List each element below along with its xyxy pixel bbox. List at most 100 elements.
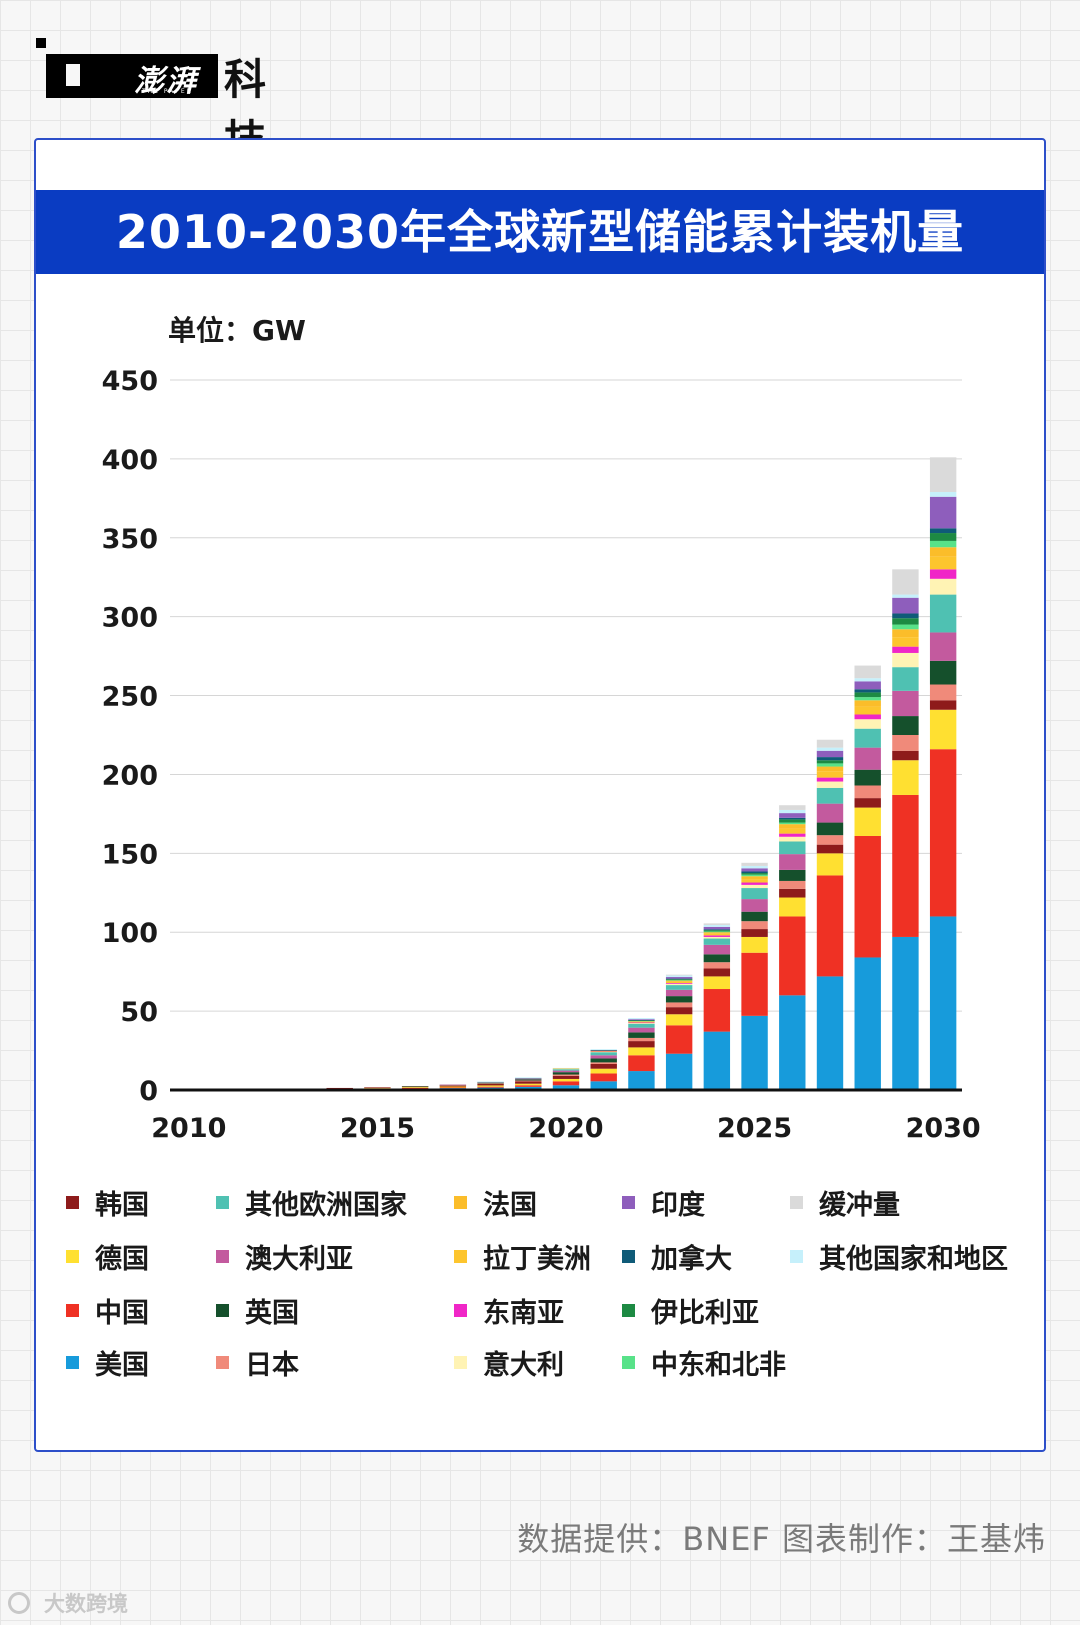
bar-segment [854,785,881,799]
bar-segment [477,1082,504,1083]
bar-segment [515,1077,542,1079]
bar-segment [929,492,957,497]
bar-segment [477,1086,504,1088]
bar-segment [854,700,881,707]
bar-segment [703,954,731,963]
bar-segment [892,716,919,735]
watermark-icon [8,1592,30,1614]
bar-segment [741,899,768,912]
bar-segment [665,1025,693,1054]
bar-segment [816,763,844,767]
bar-segment [590,1055,617,1059]
bar-segment [628,1018,655,1020]
bar-segment [741,879,768,883]
bar-segment [741,936,768,953]
legend-item: 其他欧洲国家 [216,1186,407,1221]
bar-segment [401,1087,429,1089]
bar-segment [703,989,731,1032]
bar-segment [854,719,881,729]
bar-segment [628,1020,655,1021]
bar-segment [929,540,957,548]
bar-segment [552,1074,580,1076]
bar-segment [854,665,881,679]
bar-segment [401,1086,429,1087]
bar-segment [779,880,806,889]
bar-segment [552,1068,580,1069]
bar-segment [590,1049,617,1051]
bar-segment [816,875,844,977]
bar-segment [779,809,806,814]
legend-item: 澳大利亚 [216,1240,353,1275]
bar-segment [439,1085,467,1087]
bar-segment [854,681,881,690]
legend-item: 印度 [622,1186,705,1221]
y-tick-label: 100 [102,918,158,949]
bar-segment [628,1071,655,1090]
bar-segment [929,569,957,579]
legend-swatch [216,1303,229,1317]
logo-corner-mark [36,38,46,48]
bar-segment [590,1058,617,1063]
legend-swatch [66,1249,79,1263]
bar-segment [590,1051,617,1052]
bar-segment [703,930,731,932]
bar-segment [552,1070,580,1073]
bar-segment [703,932,731,934]
bar-segment [628,1023,655,1028]
bar-segment [892,936,919,1090]
bar-segment [741,874,768,877]
bar-segment [929,457,957,493]
bar-segment [741,888,768,900]
bar-segment [515,1081,542,1084]
bar-segment [854,747,881,770]
bar-segment [703,1031,731,1090]
bar-segment [439,1086,467,1088]
bar-segment [590,1068,617,1074]
bar-segment [741,862,768,866]
legend-label: 拉丁美洲 [483,1243,591,1275]
x-tick-label: 2020 [528,1113,603,1144]
bar-segment [892,646,919,653]
bar-segment [892,760,919,795]
bar-segment [628,1019,655,1020]
bar-segment [892,597,919,614]
bar-segment [892,613,919,619]
bar-segment [929,684,957,701]
bar-segment [515,1086,542,1090]
bar-segment [665,974,693,976]
bar-segment [439,1085,467,1086]
bar-segment [741,911,768,922]
bar-segment [892,794,919,937]
bar-segment [779,897,806,917]
bar-segment [477,1083,504,1086]
bar-segment [477,1083,504,1084]
bar-segment [665,1014,693,1026]
bar-segment [590,1073,617,1082]
bar-segment [779,819,806,823]
bar-segment [364,1087,391,1089]
legend-label: 缓冲量 [819,1189,900,1221]
bar-segment [628,1032,655,1038]
bar-segment [816,781,844,788]
bar-segment [703,931,731,933]
bar-segment [816,747,844,751]
bar-segment [665,979,693,981]
bar-segment [816,803,844,823]
x-tick-label: 2030 [906,1113,981,1144]
legend-label: 加拿大 [651,1243,732,1275]
bar-segment [779,817,806,820]
bar-segment [590,1051,617,1053]
bar-segment [703,936,731,939]
bar-segment [816,757,844,761]
bar-segment [929,700,957,710]
bar-segment [628,1027,655,1033]
legend-label: 东南亚 [483,1297,564,1329]
bar-segment [665,977,693,979]
y-tick-label: 450 [102,366,158,397]
legend-label: 韩国 [95,1189,149,1221]
legend-item: 中国 [66,1294,149,1329]
bar-segment [703,924,731,927]
bar-segment [892,618,919,625]
legend-item: 美国 [66,1346,149,1381]
